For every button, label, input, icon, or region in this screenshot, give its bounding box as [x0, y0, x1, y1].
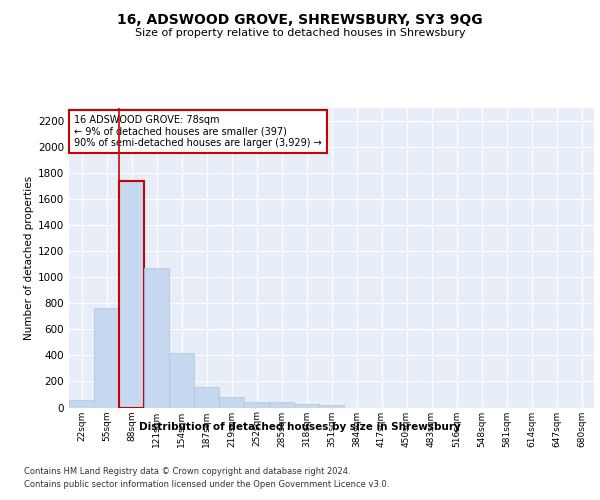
- Y-axis label: Number of detached properties: Number of detached properties: [24, 176, 34, 340]
- Text: Contains HM Land Registry data © Crown copyright and database right 2024.: Contains HM Land Registry data © Crown c…: [24, 468, 350, 476]
- Bar: [169, 352, 194, 408]
- Bar: [119, 180, 144, 408]
- Bar: [144, 268, 169, 407]
- Text: 16 ADSWOOD GROVE: 78sqm
← 9% of detached houses are smaller (397)
90% of semi-de: 16 ADSWOOD GROVE: 78sqm ← 9% of detached…: [74, 115, 322, 148]
- Bar: [294, 404, 319, 407]
- Bar: [194, 388, 219, 407]
- Text: 16, ADSWOOD GROVE, SHREWSBURY, SY3 9QG: 16, ADSWOOD GROVE, SHREWSBURY, SY3 9QG: [117, 12, 483, 26]
- Bar: [69, 400, 94, 407]
- Bar: [244, 402, 269, 407]
- Bar: [94, 308, 119, 408]
- Text: Size of property relative to detached houses in Shrewsbury: Size of property relative to detached ho…: [134, 28, 466, 38]
- Text: Distribution of detached houses by size in Shrewsbury: Distribution of detached houses by size …: [139, 422, 461, 432]
- Bar: [269, 402, 294, 407]
- Bar: [319, 405, 344, 407]
- Text: Contains public sector information licensed under the Open Government Licence v3: Contains public sector information licen…: [24, 480, 389, 489]
- Bar: [219, 397, 244, 407]
